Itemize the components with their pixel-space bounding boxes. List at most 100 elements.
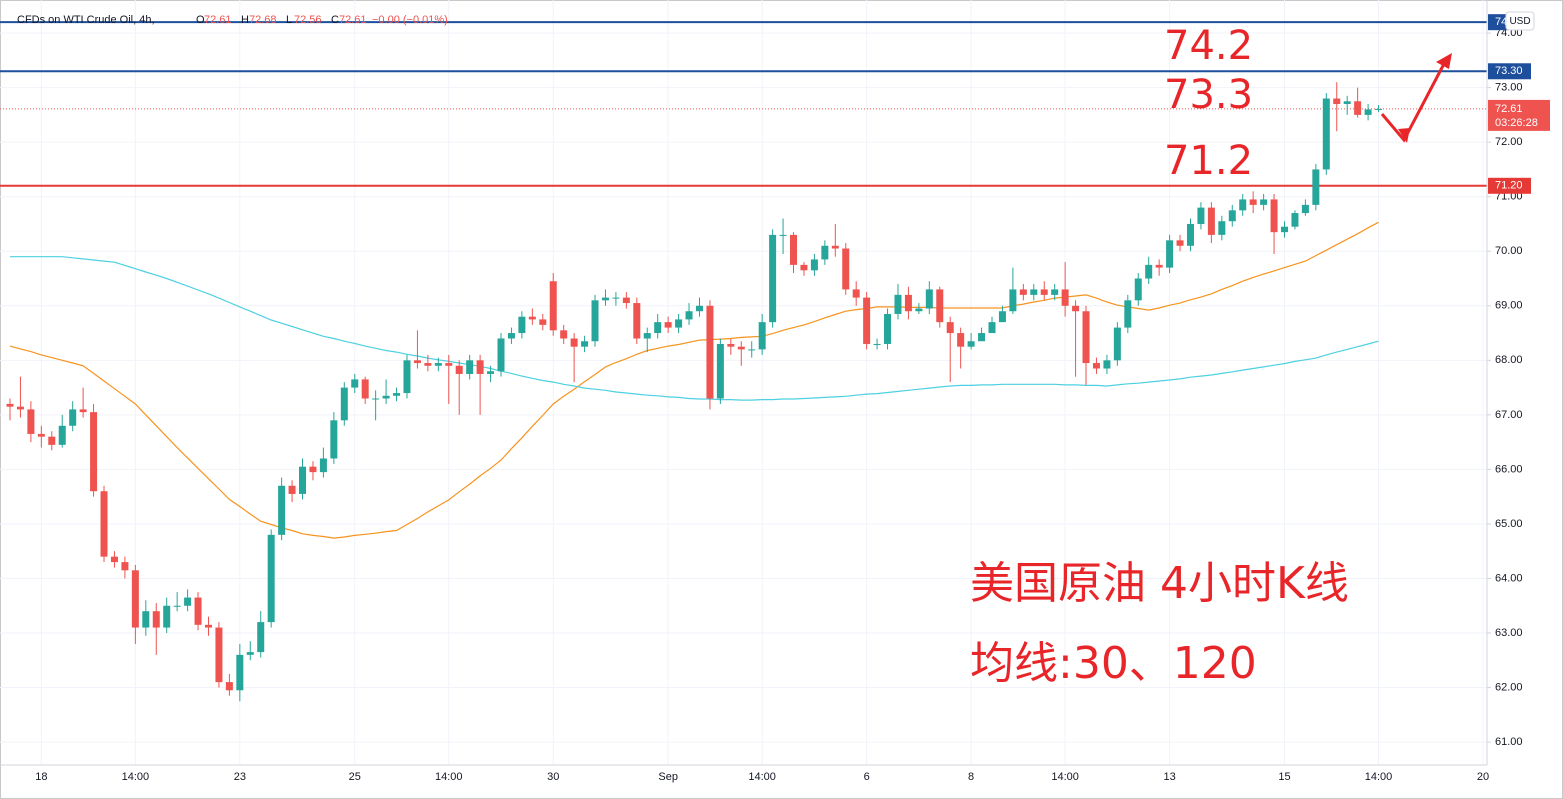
arrow-head — [1398, 128, 1410, 143]
candle-body — [800, 264, 808, 271]
y-tick-label: 69.00 — [1495, 300, 1523, 312]
candle-body — [946, 322, 954, 334]
candle-body — [779, 234, 787, 236]
candle-body — [236, 654, 244, 691]
candle-body — [1113, 327, 1121, 361]
candle-body — [1301, 204, 1309, 214]
candle-body — [299, 466, 307, 494]
candle-body — [100, 491, 108, 557]
candle-body — [184, 597, 192, 606]
candle-body — [194, 597, 202, 625]
candle-body — [560, 330, 568, 339]
candle-body — [487, 371, 495, 374]
candle-body — [528, 316, 536, 320]
candle-body — [1364, 109, 1372, 115]
x-tick-label: 20 — [1477, 771, 1489, 783]
candle-body — [121, 562, 129, 571]
candle-body — [361, 379, 369, 399]
y-tick-label: 65.00 — [1495, 518, 1523, 530]
candle-body — [695, 305, 703, 312]
candle-body — [706, 305, 714, 399]
y-tick-label: 64.00 — [1495, 572, 1523, 584]
price-tag — [1488, 177, 1531, 194]
candle-body — [225, 682, 233, 691]
candle-body — [455, 365, 463, 374]
candle-body — [915, 308, 923, 312]
candle-body — [1103, 360, 1111, 369]
candle-body — [131, 570, 139, 628]
candle-body — [727, 343, 735, 347]
x-tick-label: 15 — [1278, 771, 1290, 783]
candle-body — [664, 322, 672, 328]
candle-body — [591, 300, 599, 342]
candle-body — [434, 363, 442, 366]
y-tick-label: 63.00 — [1495, 627, 1523, 639]
candle-body — [142, 611, 150, 628]
candle-body — [1030, 289, 1038, 295]
candle-body — [1061, 289, 1069, 306]
candle-body — [1228, 210, 1236, 222]
candle-body — [1009, 289, 1017, 312]
currency-label[interactable]: USD — [1509, 16, 1530, 27]
candle-body — [821, 245, 829, 260]
last-price-label: 72.61 — [1495, 103, 1523, 115]
candle-body — [1343, 101, 1351, 104]
candle-body — [1155, 264, 1163, 268]
y-tick-label: 67.00 — [1495, 409, 1523, 421]
candle-body — [69, 409, 77, 426]
price-tag — [1488, 63, 1531, 80]
candle-body — [1281, 226, 1289, 233]
candle-body — [1322, 98, 1330, 170]
y-tick-label: 62.00 — [1495, 681, 1523, 693]
candle-body — [37, 433, 45, 437]
candle-body — [936, 289, 944, 323]
currency-button[interactable] — [1505, 11, 1535, 31]
ohlc-label: L — [286, 14, 292, 26]
symbol-title: CFDs on WTI Crude Oil, 4h, — [17, 14, 155, 26]
candle-body — [894, 294, 902, 314]
candle-body — [518, 316, 526, 334]
candle-body — [288, 485, 296, 494]
moving-averages — [9, 221, 1379, 539]
price-lines — [0, 21, 1487, 187]
candle-body — [1375, 108, 1383, 110]
change-value: −0.00 (−0.01%) — [372, 14, 448, 26]
candle-body — [601, 297, 609, 301]
moving-average-line — [9, 221, 1379, 539]
candle-body — [6, 403, 14, 407]
candle-body — [163, 605, 171, 628]
candle-body — [1354, 101, 1362, 115]
candle-body — [1239, 199, 1247, 211]
x-tick-label: 14:00 — [748, 771, 776, 783]
candle-body — [152, 611, 160, 628]
candle-body — [790, 234, 798, 265]
candle-body — [79, 409, 87, 413]
candle-body — [90, 412, 98, 492]
candle-body — [1051, 289, 1059, 295]
candle-body — [1082, 311, 1090, 364]
candle-body — [1249, 199, 1257, 205]
candle-body — [643, 333, 651, 339]
candle-body — [1040, 289, 1048, 295]
annotations: 74.2 73.3 71.2 美国原油 4小时K线 均线:30、120 — [970, 23, 1452, 689]
y-tick-label: 66.00 — [1495, 463, 1523, 475]
candle-body — [393, 393, 401, 396]
ohlc-value: 72.68 — [249, 14, 277, 26]
candle-body — [507, 333, 515, 339]
candle-body — [967, 341, 975, 347]
candle-body — [1186, 223, 1194, 246]
candle-body — [769, 234, 777, 323]
countdown-label: 03:26:28 — [1495, 117, 1538, 129]
candle-body — [173, 605, 181, 607]
candle-body — [873, 343, 881, 345]
price-tag-label: 71.20 — [1495, 180, 1523, 192]
candle-body — [27, 409, 35, 434]
y-tick-label: 72.00 — [1495, 136, 1523, 148]
candle-body — [737, 346, 745, 350]
candle-body — [16, 406, 24, 410]
candle-body — [340, 387, 348, 421]
candle-body — [1218, 221, 1226, 235]
candle-body — [570, 338, 578, 347]
